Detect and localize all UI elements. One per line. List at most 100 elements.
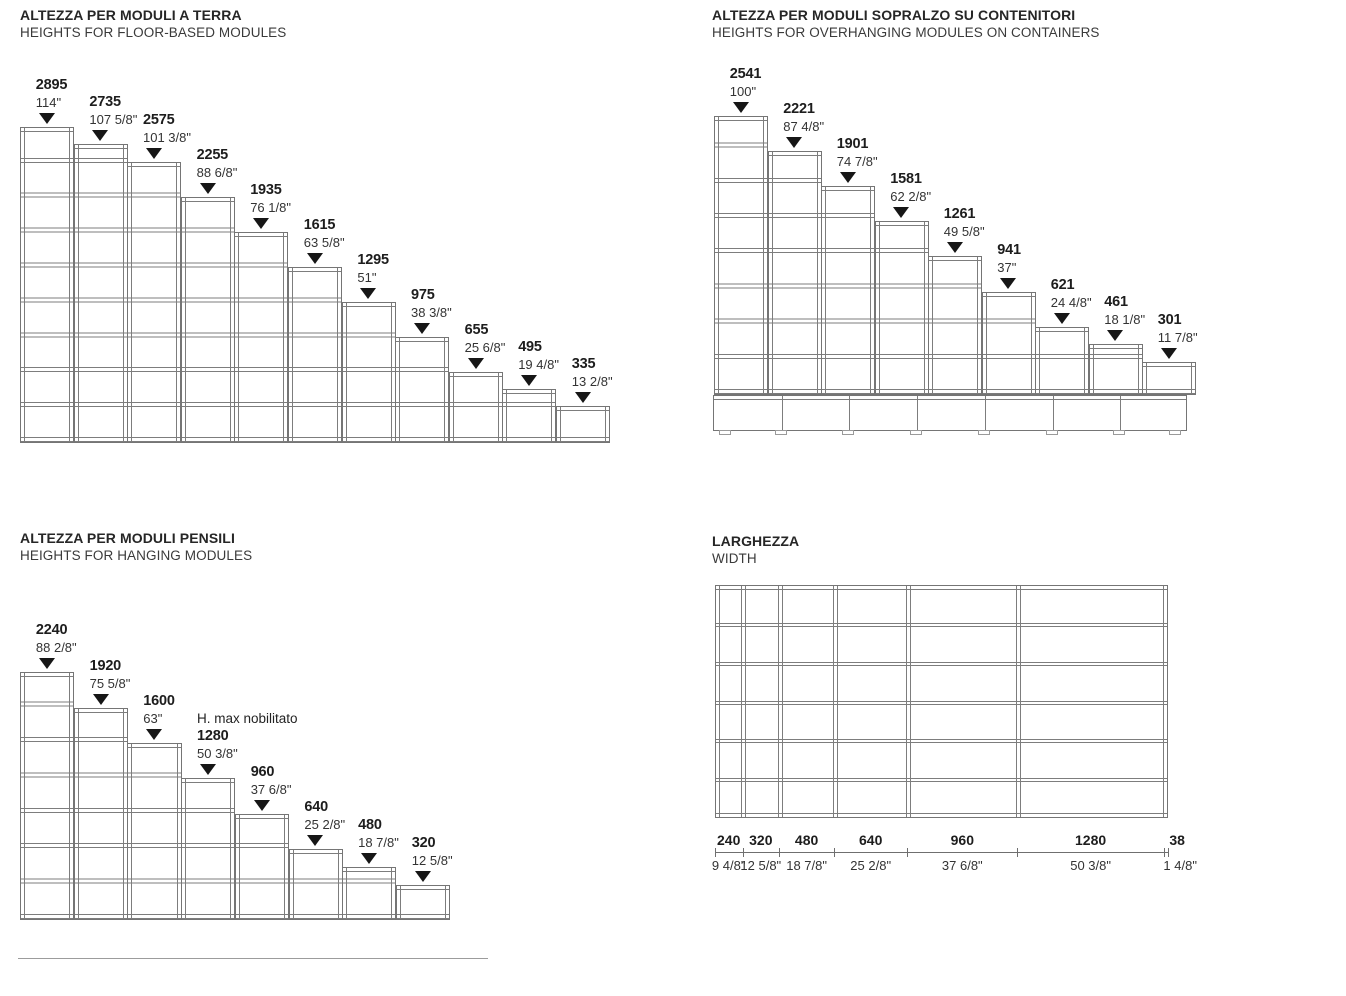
shelf-module-column [1035,326,1089,395]
pensili-title: ALTEZZA PER MODULI PENSILI HEIGHTS FOR H… [20,530,252,564]
ruler-inch-label: 50 3/8" [1070,858,1111,873]
height-label: 941 37" [997,242,1021,289]
container-divider [849,396,851,430]
height-mm: 1581 [890,171,922,188]
height-mm: 1295 [357,251,389,268]
height-mm: 1280 [197,728,229,745]
larghezza-title: LARGHEZZA WIDTH [712,533,799,567]
shelf-module-column [181,778,236,920]
h-max-label: H. max nobilitato [197,711,298,727]
height-label: 2221 87 4/8" [783,101,825,148]
height-mm: 655 [464,321,489,338]
height-inches: 75 5/8" [89,675,131,691]
height-inches: 49 5/8" [943,224,985,240]
height-mm: 2895 [35,76,68,93]
height-inches: 76 1/8" [250,199,291,215]
height-inches: 101 3/8" [143,129,191,145]
container-divider [781,396,783,430]
arrow-down-icon [1107,330,1124,342]
height-mm: 1600 [143,692,175,709]
sopralzo-title-italian: ALTEZZA PER MODULI SOPRALZO SU CONTENITO… [712,7,1076,23]
arrow-down-icon [360,287,377,299]
height-inches: 74 7/8" [836,153,878,169]
arrow-down-icon [38,658,55,669]
ruler-tick [834,848,836,857]
pensili-title-italian: ALTEZZA PER MODULI PENSILI [20,530,235,546]
arrow-down-icon [200,764,216,776]
width-ruler [715,852,1169,853]
shelf-module-column [502,388,557,443]
ruler-mm-label: 640 [859,832,883,848]
height-inches: 13 2/8" [571,374,613,390]
pensili-title-english: HEIGHTS FOR HANGING MODULES [20,548,253,563]
shelf-module-column [874,221,929,395]
arrow-down-icon [574,392,591,404]
shelf-module-column [1142,361,1196,395]
shelf-module-column [234,231,289,443]
height-inches: 18 7/8" [358,834,399,850]
arrow-down-icon [414,870,431,882]
height-inches: 63 5/8" [303,234,345,250]
height-label: 1581 62 2/8" [890,171,932,219]
arrow-down-icon [199,182,216,194]
shelf-module-column [73,144,128,443]
ruler-mm-label: 960 [950,832,974,848]
height-label: 2735 107 5/8" [89,94,137,142]
height-label: H. max nobilitato 1280 50 3/8" [197,711,298,776]
height-mm: 975 [411,286,435,303]
arrow-down-icon [38,112,55,124]
height-inches: 62 2/8" [890,189,932,205]
arrow-down-icon [467,357,484,369]
arrow-down-icon [306,252,323,264]
shelf-line [716,622,1168,627]
shelf-module-column [288,266,343,443]
sopralzo-title-english: HEIGHTS FOR OVERHANGING MODULES ON CONTA… [712,25,1100,40]
height-mm: 461 [1104,294,1128,311]
height-inches: 25 2/8" [304,817,346,833]
arrow-down-icon [253,217,270,229]
arrow-down-icon [146,728,163,740]
height-mm: 301 [1157,311,1182,328]
larghezza-title-italian: LARGHEZZA [712,533,800,549]
shelf-module-column [981,291,1036,395]
height-inches: 100" [729,83,757,99]
shelf-module-column [395,884,451,920]
height-mm: 960 [250,763,275,780]
shelf-module-column [1088,344,1143,395]
shelf-module-column [341,301,396,443]
height-mm: 1261 [943,206,976,223]
width-shelf-unit [715,585,1169,819]
height-inches: 19 4/8" [518,356,559,372]
shelf-module-column [127,742,182,920]
height-mm: 2575 [143,111,175,128]
height-inches: 51" [357,269,377,285]
height-mm: 621 [1050,276,1075,293]
shelf-line [716,778,1168,783]
ruler-tick [1168,848,1170,857]
height-inches: 114" [35,94,62,110]
height-inches: 24 4/8" [1050,294,1092,310]
height-mm: 320 [411,834,436,851]
arrow-down-icon [732,101,749,113]
height-inches: 87 4/8" [783,118,825,134]
height-mm: 2240 [35,622,68,638]
arrow-down-icon [839,171,856,183]
height-mm: 335 [571,356,596,373]
height-mm: 2735 [89,94,121,111]
height-label: 2240 88 2/8" [36,623,77,669]
height-label: 1901 74 7/8" [836,136,878,183]
ruler-inch-label: 1 4/8" [1163,858,1197,873]
height-mm: 480 [358,816,382,833]
shelf-module-column [288,849,343,920]
ruler-tick [742,848,744,857]
height-mm: 1615 [303,216,336,233]
ruler-tick [779,848,781,857]
height-mm: 1935 [250,181,282,198]
height-label: 655 25 6/8" [464,321,505,369]
ruler-mm-label: 480 [794,832,819,848]
arrow-down-icon [253,799,270,811]
ruler-inch-label: 9 4/8" [711,858,746,873]
height-inches: 37" [997,259,1017,275]
ruler-inch-label: 12 5/8" [740,858,782,873]
height-inches: 63" [143,710,163,726]
